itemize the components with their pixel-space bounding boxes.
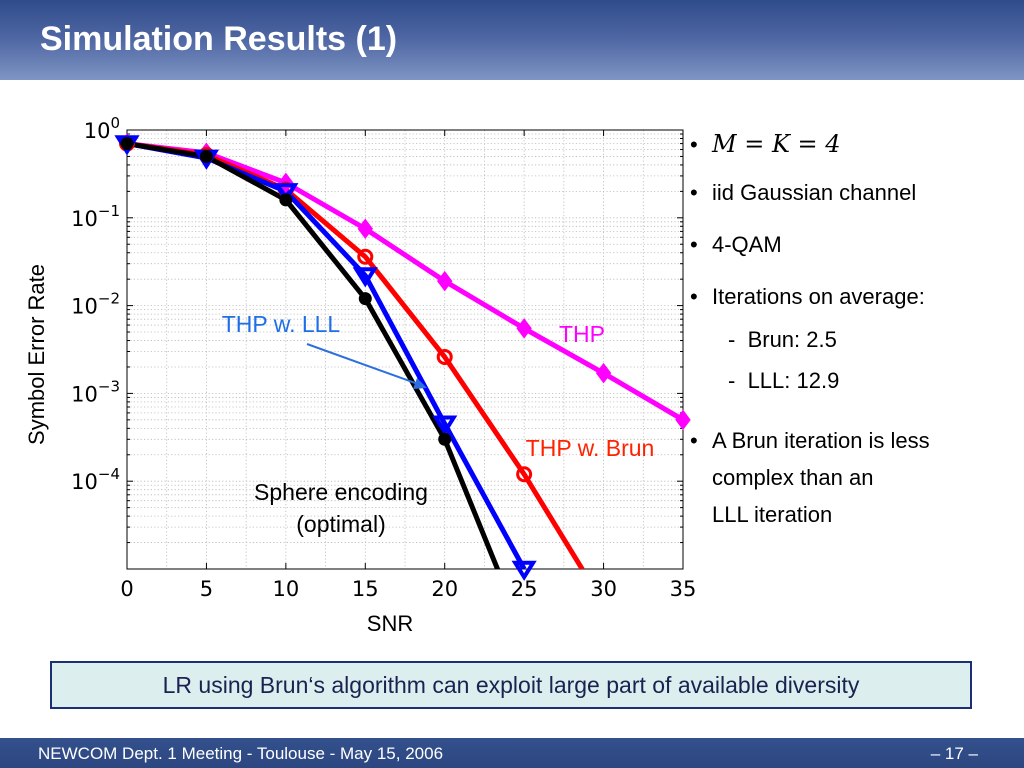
series-point <box>438 432 452 446</box>
chart-annotation: THP w. Brun <box>526 435 655 461</box>
bullet-complexity: • A Brun iteration is less complex than a… <box>690 422 1020 533</box>
x-tick-label: 20 <box>431 577 458 601</box>
x-tick-label: 10 <box>272 577 299 601</box>
series-line-0 <box>127 141 683 422</box>
footer-left: NEWCOM Dept. 1 Meeting - Toulouse - May … <box>38 744 444 763</box>
series-point <box>432 415 458 436</box>
series-point <box>595 362 612 384</box>
bullet-math: M = K = 4 <box>712 130 841 158</box>
chart-annotation: Sphere encoding <box>254 479 428 505</box>
series-point <box>120 137 134 151</box>
plot-frame <box>126 129 684 570</box>
ser-chart: 0 5 10 15 20 25 30 35 100 10−1 10−2 10−3 10−4 SNR Symb… <box>24 114 697 636</box>
x-tick-label: 35 <box>670 577 697 601</box>
sub-bullet-lll: - LLL: 12.9 <box>728 368 840 393</box>
bullet-mk: • M = K = 4 <box>690 130 841 158</box>
bullet-qam: • 4-QAM <box>690 232 782 257</box>
chart-annotation: THP w. LLL <box>222 311 341 337</box>
slide-title: Simulation Results (1) <box>40 20 398 58</box>
sub-bullet-brun-text: Brun: 2.5 <box>747 327 837 352</box>
x-axis-label: SNR <box>367 611 413 636</box>
bullet-complexity-line3: LLL iteration <box>712 502 833 527</box>
footer: NEWCOM Dept. 1 Meeting - Toulouse - May … <box>0 738 1024 768</box>
sub-bullet-lll-text: LLL: 12.9 <box>747 368 840 393</box>
y-axis-label: Symbol Error Rate <box>24 264 49 445</box>
y-tick-label: 10−1 <box>71 202 120 231</box>
x-tick-label: 0 <box>120 577 133 601</box>
annotation-arrow-line <box>306 343 419 385</box>
footer-page-number: – 17 – <box>930 744 978 763</box>
y-tick-label: 10−2 <box>71 290 120 319</box>
series-point <box>352 267 378 288</box>
series-point <box>357 248 374 265</box>
bullet-iterations-text: Iterations on average: <box>712 284 925 309</box>
bullet-qam-text: 4-QAM <box>712 232 782 257</box>
series-point <box>516 466 533 483</box>
series-line-3 <box>127 141 501 569</box>
series-point <box>199 149 213 163</box>
series-point <box>279 193 293 207</box>
series-point <box>436 348 453 365</box>
chart-annotation: (optimal) <box>296 511 385 537</box>
y-tick-label: 100 <box>84 114 120 143</box>
x-tick-label: 5 <box>200 577 213 601</box>
series-point <box>357 218 373 240</box>
conclusion-text: LR using Brun‘s algorithm can exploit la… <box>162 672 860 698</box>
bullet-iterations: • Iterations on average: <box>690 284 925 309</box>
title-bar: Simulation Results (1) <box>0 0 1024 80</box>
series-point <box>437 270 453 292</box>
annotation-arrow-head <box>413 378 427 389</box>
x-tick-label: 30 <box>590 577 617 601</box>
y-tick-label: 10−3 <box>71 377 120 406</box>
bullet-complexity-line1: A Brun iteration is less <box>712 428 930 453</box>
series-point <box>675 409 691 431</box>
conclusion-box: LR using Brun‘s algorithm can exploit la… <box>50 661 972 709</box>
series-point <box>273 183 299 204</box>
x-tick-label: 25 <box>511 577 538 601</box>
chart-annotation: THP <box>559 321 605 347</box>
sub-bullet-brun: - Brun: 2.5 <box>728 327 837 352</box>
bullet-channel: • iid Gaussian channel <box>690 180 917 205</box>
series-point <box>516 318 532 339</box>
series-point <box>358 292 372 306</box>
series-markers <box>114 133 691 581</box>
series-point <box>511 560 537 581</box>
bullet-complexity-line2: complex than an <box>712 465 874 490</box>
plot-series <box>127 141 683 569</box>
y-tick-label: 10−4 <box>71 465 120 494</box>
bullet-channel-text: iid Gaussian channel <box>712 180 917 205</box>
grid <box>127 130 683 569</box>
x-tick-label: 15 <box>352 577 379 601</box>
